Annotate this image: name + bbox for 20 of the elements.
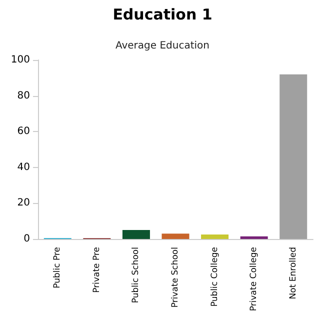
y-tick-label: 20	[17, 198, 30, 209]
bar	[280, 74, 308, 239]
x-tick-label: Public Pre	[52, 247, 63, 288]
y-tick-label: 80	[17, 90, 30, 102]
y-tick-label: 40	[17, 162, 30, 173]
x-tick-label: Private School	[170, 247, 180, 308]
x-tick-label: Public School	[131, 247, 142, 304]
x-tick-label: Private Pre	[92, 247, 102, 293]
y-tick-label: 60	[17, 126, 30, 138]
bar	[240, 236, 268, 239]
chart-title: Education 1	[112, 6, 212, 24]
x-tick-label: Public College	[210, 247, 220, 307]
bar	[162, 234, 190, 239]
chart-subtitle: Average Education	[115, 40, 210, 52]
x-tick-label: Not Enrolled	[288, 247, 298, 300]
bar	[201, 234, 229, 239]
y-tick-label: 100	[10, 54, 30, 66]
x-tick-label: Private College	[249, 247, 260, 312]
bar	[122, 230, 150, 239]
y-tick-label: 0	[24, 234, 30, 244]
